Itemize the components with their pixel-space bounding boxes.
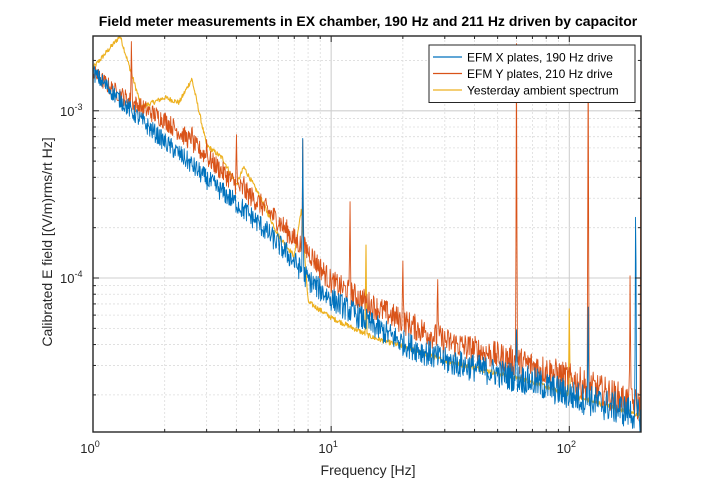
y-axis-label: Calibrated E field [(V/m)rms/rt Hz] bbox=[39, 137, 55, 346]
y-tick-labels: 10-4 10-3 bbox=[60, 102, 82, 286]
plot-frame bbox=[92, 35, 642, 433]
legend-entry: EFM Y plates, 210 Hz drive bbox=[467, 67, 613, 81]
series-line-1 bbox=[93, 66, 641, 432]
y-tick-label: 10-4 bbox=[60, 269, 82, 286]
x-tick-labels: 100 101 102 bbox=[80, 439, 576, 456]
tick-marks bbox=[92, 36, 642, 432]
series-line-2 bbox=[93, 36, 641, 422]
x-tick-label: 100 bbox=[80, 439, 99, 456]
x-tick-label: 101 bbox=[318, 439, 337, 456]
legend-entry: Yesterday ambient spectrum bbox=[467, 84, 619, 98]
x-axis-label: Frequency [Hz] bbox=[321, 462, 416, 478]
chart-title: Field meter measurements in EX chamber, … bbox=[99, 13, 638, 29]
y-tick-label: 10-3 bbox=[60, 102, 82, 119]
legend-box bbox=[428, 44, 636, 103]
x-tick-label: 102 bbox=[557, 439, 576, 456]
series-group bbox=[93, 36, 641, 432]
legend-entry: EFM X plates, 190 Hz drive bbox=[467, 51, 613, 65]
legend: EFM X plates, 190 Hz drive EFM Y plates, … bbox=[428, 44, 636, 103]
